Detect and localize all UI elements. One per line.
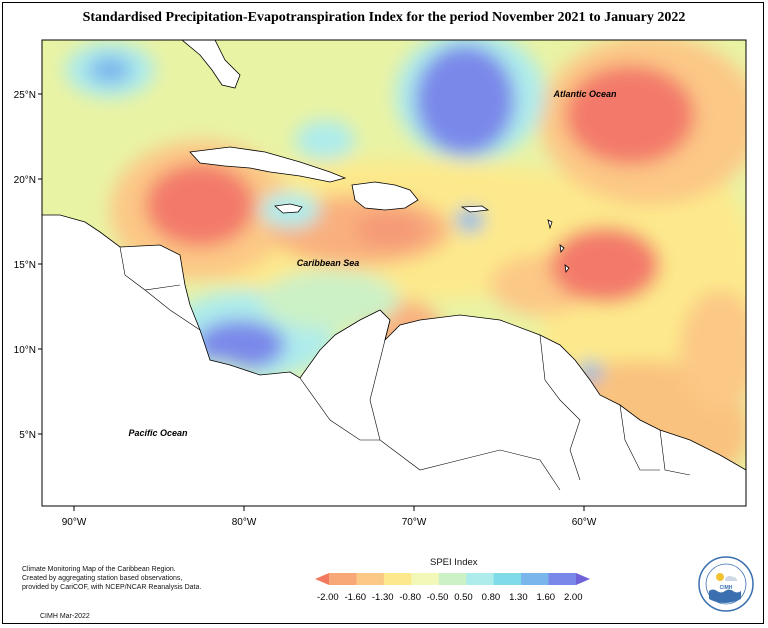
credit-line: provided by CariCOF, with NCEP/NCAR Rean… [22, 584, 202, 591]
cimh-logo: CIMH [698, 556, 754, 612]
legend-swatch [329, 573, 357, 585]
lon-ticks: 90°W 80°W 70°W 60°W [62, 506, 597, 528]
legend-swatch [493, 573, 522, 585]
legend-value: 2.00 [564, 592, 583, 603]
map-title: Standardised Precipitation-Evapotranspir… [82, 10, 686, 25]
legend-value: -2.00 [317, 592, 339, 603]
legend-value: 1.30 [509, 592, 528, 603]
country-borders [119, 246, 691, 491]
lon-tick-label: 70°W [402, 517, 427, 528]
lat-tick-label: 5°N [19, 430, 36, 441]
credit-line: Created by aggregating station based obs… [22, 575, 183, 582]
legend-swatch [466, 573, 495, 585]
lat-tick-label: 20°N [14, 175, 36, 186]
legend-value: 1.60 [536, 592, 556, 603]
pacific-label: Pacific Ocean [128, 428, 188, 438]
atlantic-label: Atlantic Ocean [552, 89, 617, 99]
caribbean-label: Caribbean Sea [297, 258, 360, 268]
legend-arrow-low [315, 573, 329, 585]
legend-value: 0.50 [454, 592, 473, 603]
legend-swatch [548, 573, 577, 585]
map-border [41, 39, 747, 507]
legend-title: SPEI Index [430, 557, 478, 568]
legend-swatch [521, 573, 550, 585]
lat-tick-label: 25°N [14, 90, 36, 101]
lat-tick-label: 10°N [14, 345, 36, 356]
legend-swatch [383, 573, 412, 585]
land-masses [42, 40, 746, 506]
legend-value: -1.60 [344, 592, 367, 603]
legend-value: -1.30 [371, 592, 394, 603]
lat-tick-label: 15°N [14, 260, 36, 271]
lon-tick-label: 90°W [62, 517, 87, 528]
legend-value: 0.80 [481, 592, 501, 603]
legend-swatch [438, 573, 467, 585]
logo-text: CIMH [720, 585, 733, 591]
legend-colorbar [315, 573, 590, 585]
legend-swatch [356, 573, 385, 585]
lon-tick-label: 80°W [232, 517, 257, 528]
lon-tick-label: 60°W [572, 517, 597, 528]
legend-value: -0.80 [399, 592, 421, 603]
lat-ticks: 25°N 20°N 15°N 10°N 5°N [14, 90, 42, 441]
spei-field [42, 40, 746, 506]
legend-swatch [411, 573, 440, 585]
legend-value: -0.50 [426, 592, 449, 603]
credit-text: Climate Monitoring Map of the Caribbean … [22, 565, 242, 592]
legend-arrow-high [576, 573, 590, 585]
credit-line: Climate Monitoring Map of the Caribbean … [22, 566, 176, 573]
credit-date: CIMH Mar-2022 [40, 613, 90, 620]
